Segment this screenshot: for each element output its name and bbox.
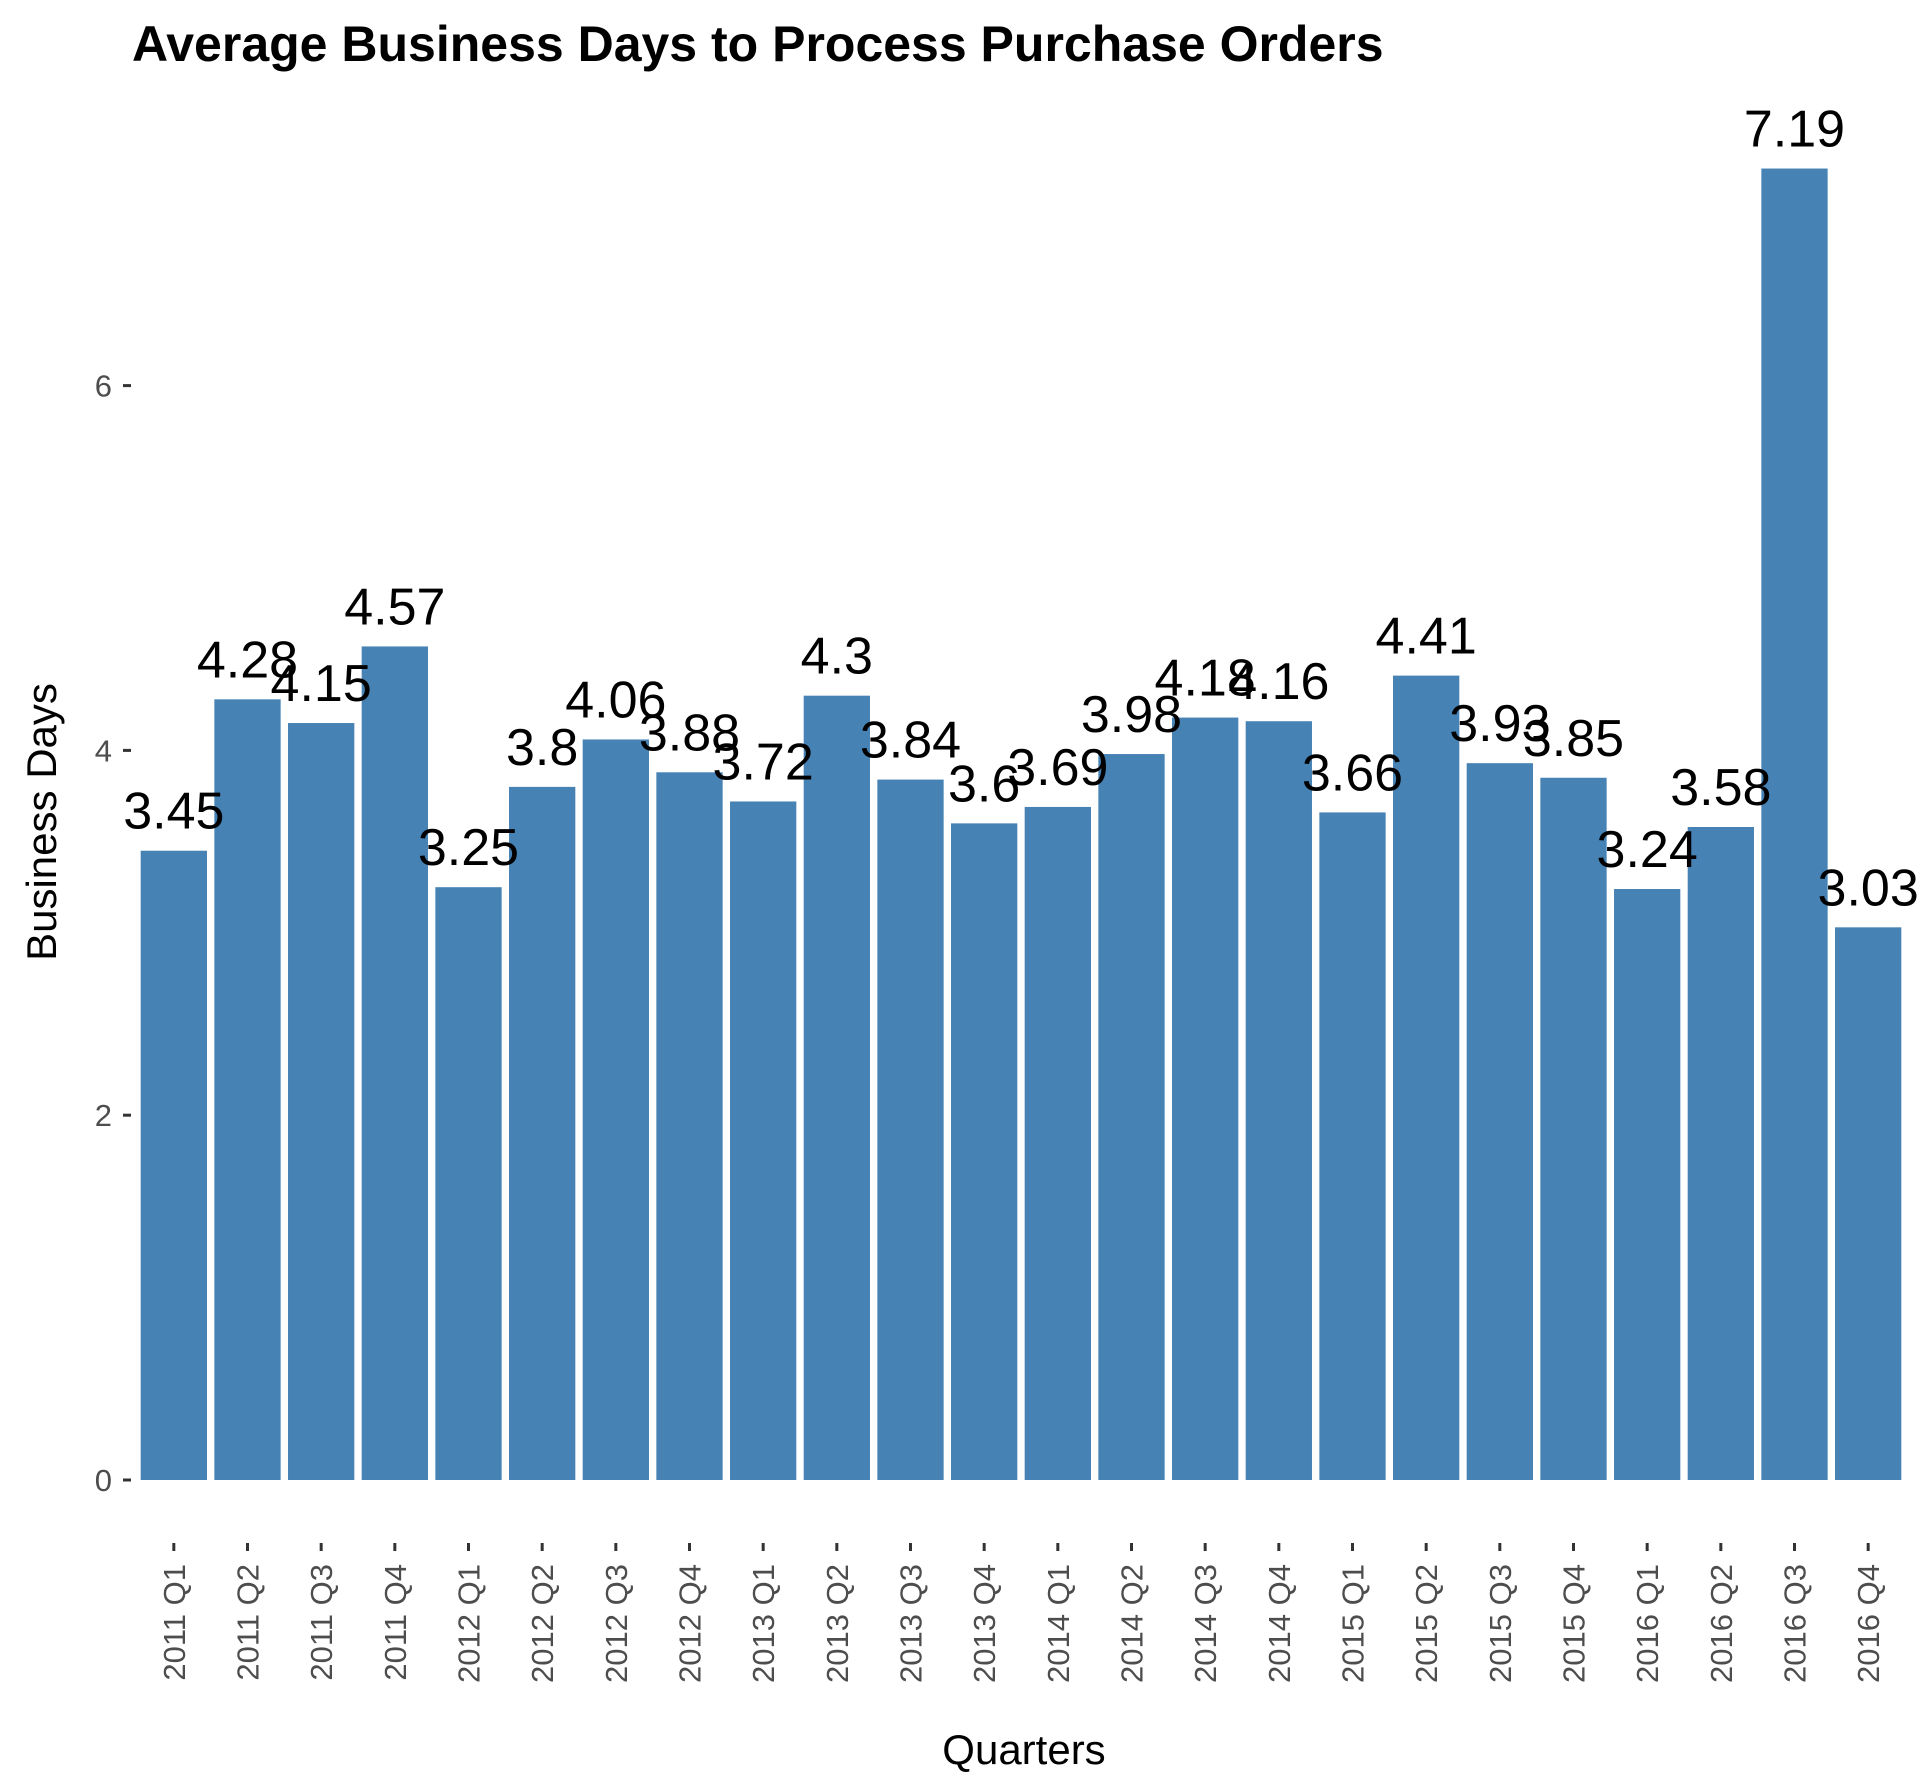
x-tick-label: 2014 Q3 <box>1188 1564 1223 1683</box>
x-axis: 2011 Q1 2011 Q2 2011 Q3 2011 Q4 2012 Q1 2012 … <box>157 1543 1886 1683</box>
x-tick-label: 2013 Q1 <box>746 1564 781 1683</box>
bar-2011-q3 <box>288 723 355 1480</box>
x-tick-label: 2013 Q4 <box>967 1564 1002 1683</box>
value-labels-group: 3.45 4.284.15 4.57 3.25 3.84.063.883.72 4.3 3.… <box>123 101 1918 918</box>
y-axis-title: Business Days <box>18 683 65 961</box>
x-tick-label: 2014 Q1 <box>1041 1564 1076 1683</box>
bar-2012-q4 <box>656 772 723 1480</box>
x-tick-label: 2016 Q4 <box>1851 1564 1886 1683</box>
x-tick-label: 2014 Q4 <box>1262 1564 1297 1683</box>
x-tick-label: 2012 Q1 <box>452 1564 487 1683</box>
value-label: 3.45 <box>123 783 224 841</box>
bar-2015-q4 <box>1540 777 1607 1480</box>
x-tick-label: 2011 Q3 <box>304 1564 339 1681</box>
value-label: 3.88 <box>639 704 740 762</box>
bar-2012-q2 <box>509 786 576 1480</box>
bar-2011-q4 <box>361 646 428 1480</box>
value-label: 3.6 <box>948 755 1020 813</box>
bar-2013-q2 <box>803 695 870 1480</box>
bar-2016-q1 <box>1614 889 1681 1480</box>
x-axis-title: Quarters <box>942 1726 1105 1773</box>
bar-2014-q3 <box>1172 717 1239 1480</box>
x-tick-label: 2012 Q3 <box>599 1564 634 1683</box>
bar-2013-q1 <box>730 801 797 1480</box>
value-label: 4.06 <box>565 671 666 729</box>
value-label: 3.69 <box>1007 739 1108 797</box>
value-label: 3.03 <box>1818 859 1918 917</box>
bar-2014-q1 <box>1024 806 1091 1480</box>
bar-2015-q1 <box>1319 812 1386 1480</box>
value-label: 3.58 <box>1670 759 1771 817</box>
value-label: 3.8 <box>506 719 578 777</box>
x-tick-label: 2015 Q1 <box>1336 1564 1371 1683</box>
value-label: 3.84 <box>860 712 961 770</box>
bar-2014-q4 <box>1245 721 1312 1480</box>
value-label: 3.72 <box>713 733 814 791</box>
value-label: 4.57 <box>344 578 445 636</box>
y-axis: 0 2 4 6 <box>95 369 131 1498</box>
y-tick-label: 2 <box>95 1098 112 1133</box>
value-label: 3.66 <box>1302 744 1403 802</box>
y-tick-label: 6 <box>95 369 112 404</box>
value-label: 3.24 <box>1597 821 1698 879</box>
x-tick-label: 2016 Q3 <box>1778 1564 1813 1683</box>
x-tick-label: 2013 Q3 <box>894 1564 929 1683</box>
x-tick-label: 2015 Q4 <box>1557 1564 1592 1683</box>
bar-2013-q4 <box>951 823 1018 1480</box>
bar-2015-q2 <box>1393 675 1460 1480</box>
x-tick-label: 2015 Q2 <box>1409 1564 1444 1683</box>
value-label: 3.93 <box>1449 695 1550 753</box>
chart-title: Average Business Days to Process Purchas… <box>132 16 1384 72</box>
value-label: 3.25 <box>418 819 519 877</box>
x-tick-label: 2011 Q2 <box>231 1564 266 1681</box>
bar-2013-q3 <box>877 779 944 1480</box>
x-tick-label: 2013 Q2 <box>820 1564 855 1683</box>
x-tick-label: 2012 Q4 <box>673 1564 708 1683</box>
value-label: 4.16 <box>1228 653 1329 711</box>
bar-2011-q2 <box>214 699 281 1480</box>
y-tick-label: 4 <box>95 733 112 768</box>
x-tick-label: 2016 Q1 <box>1630 1564 1665 1683</box>
bar-2012-q3 <box>582 739 649 1480</box>
bar-2015-q3 <box>1466 763 1533 1480</box>
bar-2016-q2 <box>1687 827 1754 1480</box>
value-label: 7.19 <box>1744 101 1845 159</box>
x-tick-label: 2011 Q4 <box>378 1564 413 1681</box>
value-label: 4.28 <box>197 631 298 689</box>
x-tick-label: 2015 Q3 <box>1483 1564 1518 1683</box>
x-tick-label: 2011 Q1 <box>157 1564 192 1681</box>
x-tick-label: 2016 Q2 <box>1704 1564 1739 1683</box>
bars-group <box>140 168 1902 1480</box>
value-label: 4.3 <box>801 628 873 686</box>
x-tick-label: 2014 Q2 <box>1115 1564 1150 1683</box>
y-tick-label: 0 <box>95 1463 112 1498</box>
bar-2014-q2 <box>1098 754 1165 1480</box>
value-label: 3.98 <box>1081 686 1182 744</box>
bar-2012-q1 <box>435 887 502 1480</box>
x-tick-label: 2012 Q2 <box>525 1564 560 1683</box>
value-label: 3.85 <box>1523 710 1624 768</box>
bar-2011-q1 <box>140 850 207 1480</box>
value-label: 4.41 <box>1376 608 1477 666</box>
bar-2016-q4 <box>1835 927 1902 1480</box>
value-label: 4.18 <box>1155 650 1256 708</box>
value-label: 4.15 <box>271 655 372 713</box>
bar-2016-q3 <box>1761 168 1828 1480</box>
